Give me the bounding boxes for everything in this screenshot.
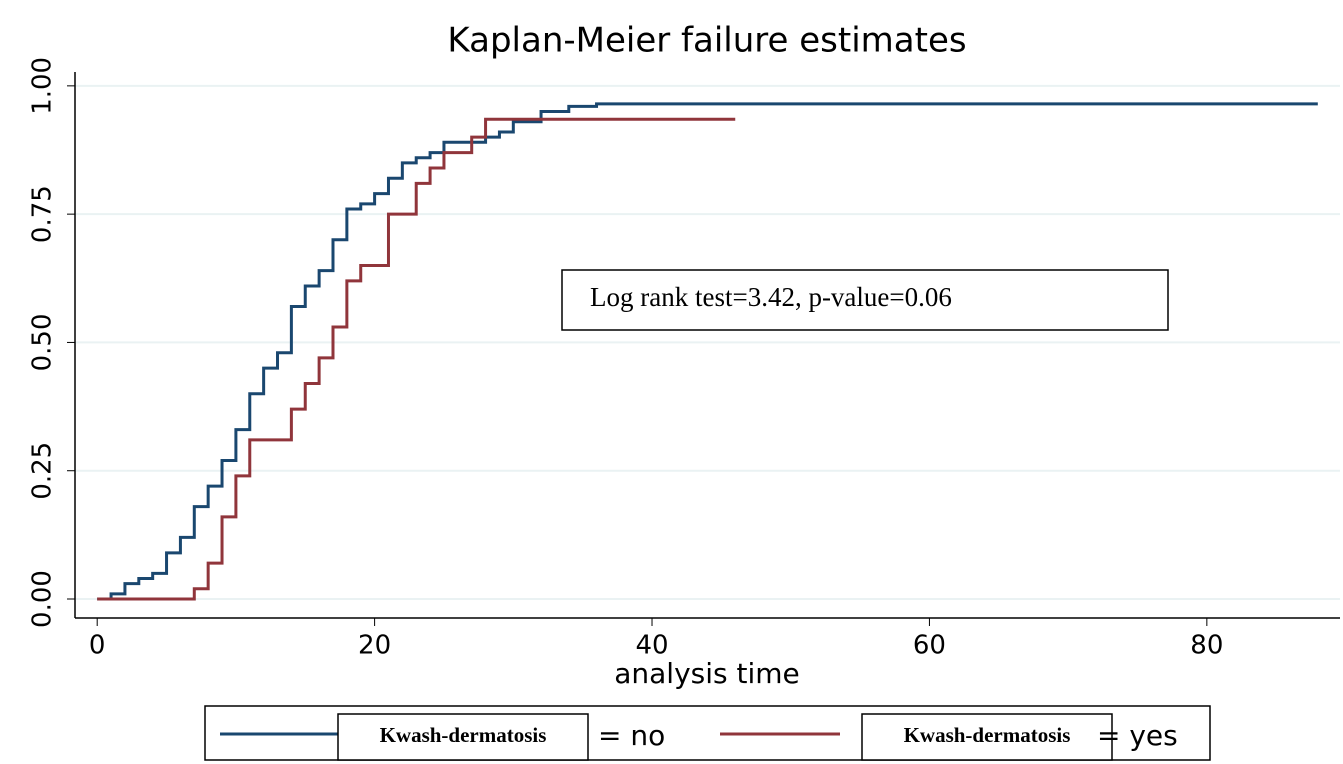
y-tick-label: 0.75 (28, 185, 58, 243)
x-tick-label: 0 (89, 631, 106, 661)
legend-label: = no (598, 719, 665, 752)
legend-variable-box (861, 713, 1113, 761)
annotation: Log rank test=3.42, p-value=0.06 (590, 282, 952, 312)
x-tick-label: 40 (635, 631, 668, 661)
x-tick-label: 80 (1190, 631, 1223, 661)
x-tick-label: 60 (913, 631, 946, 661)
chart-title: Kaplan-Meier failure estimates (447, 21, 966, 61)
y-tick-label: 0.50 (28, 313, 58, 371)
legend-variable: Kwash-dermatosis (904, 723, 1071, 747)
survival-line (97, 102, 1318, 601)
legend-variable: Kwash-dermatosis (380, 723, 547, 747)
y-tick-label: 0.25 (28, 442, 58, 500)
survival-line (97, 117, 736, 601)
y-tick-label: 1.00 (28, 57, 58, 115)
x-tick-label: 20 (358, 631, 391, 661)
annotation-box (561, 269, 1169, 331)
y-tick-label: 0.00 (28, 570, 58, 628)
x-axis-title: analysis time (614, 657, 800, 690)
legend-variable-box (337, 713, 589, 761)
legend-label: = yes (1097, 719, 1178, 752)
